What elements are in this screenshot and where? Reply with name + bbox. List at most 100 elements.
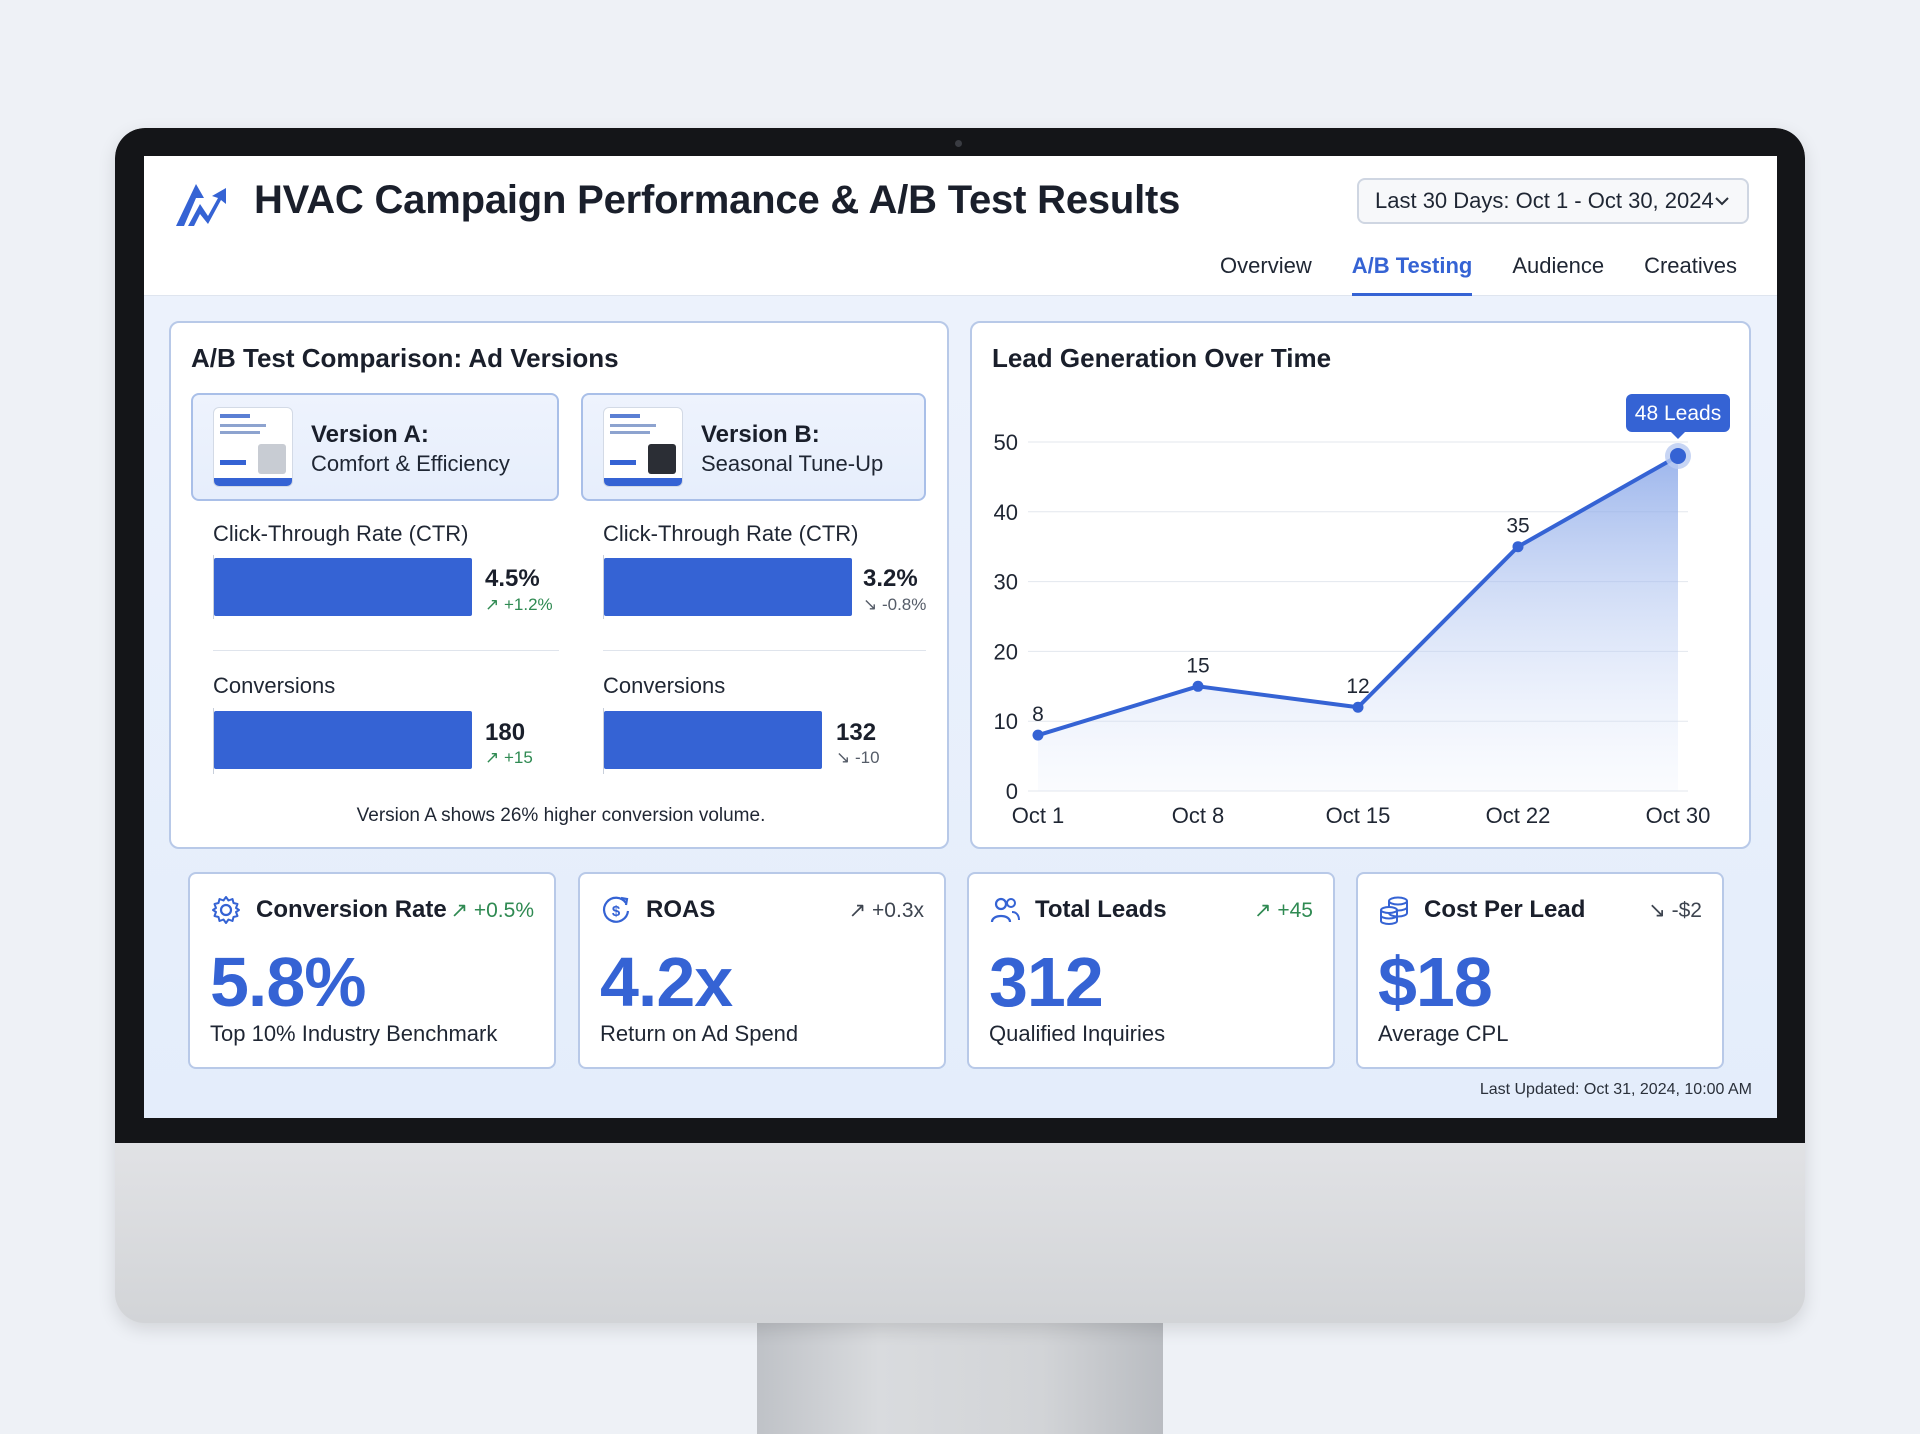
version-a-card[interactable]: Version A: Comfort & Efficiency xyxy=(191,393,559,501)
kpi-title: Conversion Rate xyxy=(256,896,447,923)
svg-text:$: $ xyxy=(612,903,621,920)
version-b-ctr-axis xyxy=(603,555,604,619)
chevron-down-icon xyxy=(1715,197,1729,206)
data-label: 15 xyxy=(1186,654,1209,677)
version-b-conv-bar xyxy=(604,711,822,769)
version-a-ctr-delta: ↗ +1.2% xyxy=(485,595,553,614)
series-area xyxy=(1038,455,1678,791)
version-a-subtitle: Comfort & Efficiency xyxy=(311,451,510,476)
kpi-value: 4.2x xyxy=(600,943,733,1021)
version-b-ctr-delta: ↘ -0.8% xyxy=(863,595,927,614)
version-a-ctr-bar xyxy=(214,558,473,616)
ab-test-panel: A/B Test Comparison: Ad Versions Version… xyxy=(169,321,949,849)
header-bar: HVAC Campaign Performance & A/B Test Res… xyxy=(144,156,1777,296)
dashboard-screen: HVAC Campaign Performance & A/B Test Res… xyxy=(144,156,1777,1118)
kpi-delta: ↗ +45 xyxy=(1253,899,1313,922)
lead-generation-panel: Lead Generation Over Time 0 10 20 30 40 50 8 15… xyxy=(970,321,1751,849)
version-a-conv-axis xyxy=(213,708,214,774)
kpi-title: ROAS xyxy=(646,896,716,923)
version-a-thumbnail xyxy=(213,407,293,487)
version-b-conv-value: 132 xyxy=(836,719,877,746)
version-a-conv-label: Conversions xyxy=(213,673,336,698)
version-a-conv-value: 180 xyxy=(485,719,526,746)
ab-test-summary: Version A shows 26% higher conversion vo… xyxy=(356,805,766,826)
data-label: 35 xyxy=(1506,515,1529,538)
version-a-heading: Version A: xyxy=(311,421,429,448)
version-b-ctr-value: 3.2% xyxy=(863,565,918,592)
version-a-ctr-label: Click-Through Rate (CTR) xyxy=(213,521,469,546)
callout-box xyxy=(1626,393,1730,432)
logo-icon xyxy=(176,184,226,226)
version-a-conv-delta: ↗ +15 xyxy=(485,748,533,767)
version-b-conv-axis xyxy=(603,708,604,774)
ab-test-title: A/B Test Comparison: Ad Versions xyxy=(191,343,619,373)
y-tick-label: 50 xyxy=(994,430,1018,455)
tab-ab-testing[interactable]: A/B Testing xyxy=(1332,252,1493,296)
version-b-thumbnail xyxy=(603,407,683,487)
y-tick-label: 40 xyxy=(994,500,1018,525)
kpi-delta: ↗ +0.5% xyxy=(450,899,534,922)
data-label: 12 xyxy=(1346,675,1369,698)
data-point xyxy=(1352,701,1364,713)
version-b-card[interactable]: Version B: Seasonal Tune-Up xyxy=(581,393,926,501)
data-point xyxy=(1512,541,1524,553)
monitor-chin xyxy=(115,1143,1805,1323)
page-title: HVAC Campaign Performance & A/B Test Res… xyxy=(254,178,1181,222)
kpi-cost-per-lead[interactable]: Cost Per Lead ↘ -$2 $18 Average CPL xyxy=(1356,872,1724,1069)
data-point xyxy=(1192,680,1204,692)
callout-label: 48 Leads xyxy=(1635,402,1721,425)
monitor-stand xyxy=(757,1320,1163,1434)
version-a-divider xyxy=(213,650,559,651)
kpi-caption: Top 10% Industry Benchmark xyxy=(210,1021,498,1046)
version-a-ctr-axis xyxy=(213,555,214,619)
date-range-label: Last 30 Days: Oct 1 - Oct 30, 2024 xyxy=(1375,188,1714,213)
version-b-heading: Version B: xyxy=(701,421,820,448)
x-tick-label: Oct 8 xyxy=(1172,803,1225,828)
kpi-caption: Qualified Inquiries xyxy=(989,1021,1166,1046)
kpi-delta: ↗ +0.3x xyxy=(848,899,924,922)
dollar-cycle-icon: $ xyxy=(602,896,630,923)
kpi-value: 5.8% xyxy=(210,943,367,1021)
callout-pointer xyxy=(1670,430,1686,439)
version-b-ctr-bar xyxy=(604,558,852,616)
coins-icon xyxy=(1380,896,1408,925)
kpi-roas[interactable]: $ ROAS ↗ +0.3x 4.2x Return on Ad Spend xyxy=(578,872,946,1069)
y-tick-label: 0 xyxy=(1006,779,1018,804)
tab-creatives[interactable]: Creatives xyxy=(1644,253,1737,278)
x-tick-label: Oct 22 xyxy=(1486,803,1551,828)
kpi-caption: Average CPL xyxy=(1378,1021,1509,1046)
kpi-title: Total Leads xyxy=(1035,896,1167,923)
version-b-divider xyxy=(603,650,926,651)
kpi-value: 312 xyxy=(989,943,1104,1021)
chart-title: Lead Generation Over Time xyxy=(992,343,1332,373)
tab-audience[interactable]: Audience xyxy=(1512,253,1605,278)
gear-icon xyxy=(212,896,240,924)
x-tick-label: Oct 30 xyxy=(1646,803,1711,828)
kpi-total-leads[interactable]: Total Leads ↗ +45 312 Qualified Inquirie… xyxy=(967,872,1335,1069)
version-a-ctr-value: 4.5% xyxy=(485,565,540,592)
data-point xyxy=(1032,729,1044,741)
kpi-conversion-rate[interactable]: Conversion Rate ↗ +0.5% 5.8% Top 10% Ind… xyxy=(188,872,556,1069)
x-tick-label: Oct 15 xyxy=(1326,803,1391,828)
nav-tabs: Overview A/B Testing Audience Creatives xyxy=(1200,252,1757,296)
camera-dot xyxy=(955,140,962,147)
version-b-subtitle: Seasonal Tune-Up xyxy=(701,451,884,476)
data-label: 8 xyxy=(1032,703,1044,726)
monitor-bezel: HVAC Campaign Performance & A/B Test Res… xyxy=(115,128,1805,1143)
data-point xyxy=(1670,447,1686,464)
y-tick-label: 10 xyxy=(994,709,1018,734)
users-icon xyxy=(990,897,1020,923)
tab-overview[interactable]: Overview xyxy=(1220,253,1312,278)
version-b-conv-label: Conversions xyxy=(603,673,726,698)
monitor: HVAC Campaign Performance & A/B Test Res… xyxy=(115,128,1805,1323)
lead-generation-chart: 0 10 20 30 40 50 8 15 12 35 48 Leads Oct 1 Oct 8 Oct … xyxy=(994,393,1730,828)
kpi-value: $18 xyxy=(1378,943,1493,1021)
kpi-caption: Return on Ad Spend xyxy=(600,1021,799,1046)
date-range-select[interactable]: Last 30 Days: Oct 1 - Oct 30, 2024 xyxy=(1357,178,1749,224)
y-tick-label: 30 xyxy=(994,570,1018,595)
x-tick-label: Oct 1 xyxy=(1012,803,1065,828)
y-tick-label: 20 xyxy=(994,639,1018,664)
kpi-delta: ↘ -$2 xyxy=(1648,899,1702,922)
version-a-conv-bar xyxy=(214,711,473,769)
last-updated-text: Last Updated: Oct 31, 2024, 10:00 AM xyxy=(1479,1081,1752,1098)
